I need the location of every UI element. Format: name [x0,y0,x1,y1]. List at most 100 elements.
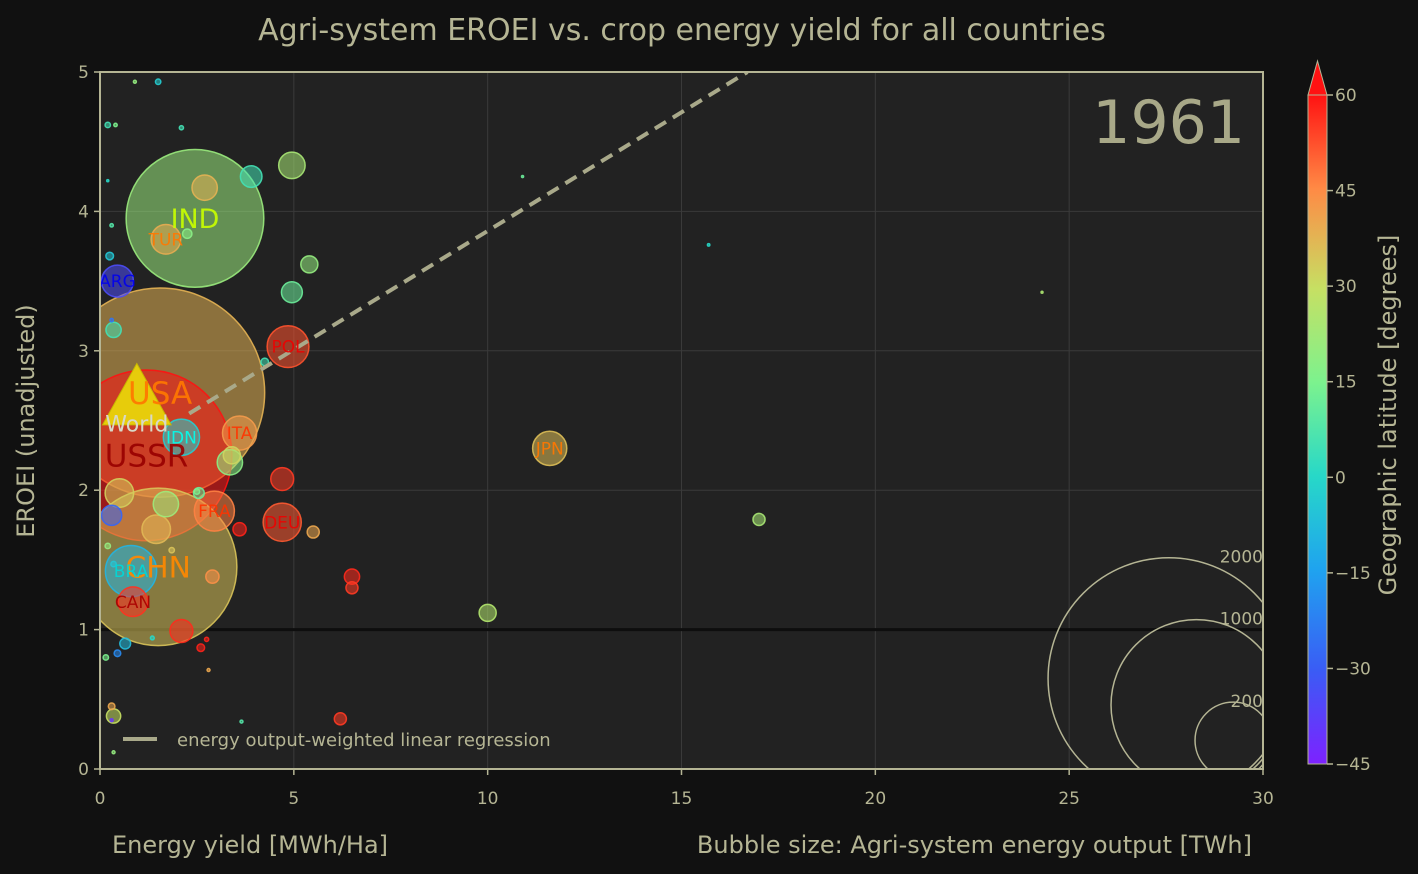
bubble-idn [162,418,201,457]
x-tick-label: 5 [288,789,299,809]
bubble [277,151,306,180]
y-tick-label: 4 [78,202,89,222]
bubble [109,717,114,723]
colorbar-tick-label: −30 [1335,659,1371,679]
bubble-ita [221,415,258,451]
bubble [205,569,220,584]
country-label-ita: ITA [227,424,253,444]
bubble [105,321,122,339]
bubbles [100,78,1044,755]
country-label-deu: DEU [264,513,300,533]
colorbar-ticks: 60 45 30 15 0 −15 −30 −45 [1327,86,1371,775]
colorbar-tick-label: −15 [1335,564,1371,584]
bubble-tur [150,223,182,255]
x-axis-label: Energy yield [MWh/Ha] [112,831,388,859]
colorbar-label: Geographic latitude [degrees] [1374,235,1402,596]
bubble [269,466,295,492]
bubble [169,618,194,644]
bubble-deu [262,502,303,543]
y-tick-label: 2 [78,481,89,501]
bubble-jpn [531,430,568,467]
y-tick-label: 5 [78,63,89,83]
x-tick-label: 0 [95,789,106,809]
bubble [154,78,162,86]
country-label-fra: FRA [198,502,231,522]
regression-line [188,72,749,416]
country-label-bra: BRA [114,562,149,582]
world-label: World [105,413,168,438]
bubble [119,637,132,650]
bubble [104,542,112,550]
legend-label: energy output-weighted linear regression [177,730,551,751]
bubble [232,521,247,537]
bubble [110,560,118,568]
chart-title: Agri-system EROEI vs. crop energy yield … [258,13,1106,48]
world-marker [101,362,172,426]
bubble [113,122,118,128]
bubble [105,251,115,261]
y-axis-label: EROEI (unadjusted) [12,304,40,537]
colorbar-tick-label: 0 [1335,468,1346,488]
bubble [168,546,176,554]
country-labels: USA USSR CHN IND BRA POL ARG TUR IDN ITA JPN FRA DEU… [99,204,564,613]
bubble [706,242,711,247]
bubble [191,174,219,202]
bubble-can [117,586,149,618]
size-legend-circle [1047,556,1263,769]
country-label-pol: POL [271,338,305,358]
colorbar-tick-label: −45 [1335,755,1371,775]
x-tick-label: 15 [671,789,693,809]
bubble [181,228,193,240]
bubble [100,504,123,527]
size-label: Bubble size: Agri-system energy output [… [697,831,1252,859]
size-legend-label: 2000 [1220,548,1263,568]
colorbar-tick-label: 15 [1335,373,1357,393]
bubble [149,635,155,641]
bubble [520,174,525,179]
country-label-arg: ARG [99,272,136,292]
bubble [306,525,321,539]
country-label-can: CAN [115,593,151,613]
x-tick-label: 20 [865,789,887,809]
year-label: 1961 [1092,88,1245,158]
country-label-ind: IND [171,204,220,235]
bubble [196,643,206,653]
x-tick-label: 10 [477,789,499,809]
bubble [111,750,116,755]
x-tick-label: 30 [1252,789,1274,809]
bubble [239,719,244,724]
bubble [102,654,110,661]
bubble [345,580,359,595]
size-legend-labels: 2000 1000 200 [1220,548,1263,712]
country-label-jpn: JPN [535,440,564,460]
bubble [109,222,115,228]
bubble-arg [100,264,135,298]
country-label-ussr: USSR [105,439,189,475]
y-axis-ticks: 0 1 2 3 4 5 [78,63,100,780]
bubble [280,281,304,304]
bubble [300,255,319,274]
colorbar-extend-arrow [1307,59,1328,96]
colorbar-tick-label: 30 [1335,277,1357,297]
bubble [132,79,138,84]
colorbar-tick-label: 45 [1335,182,1357,202]
colorbar-tick-label: 60 [1335,86,1357,106]
country-label-chn: CHN [125,551,190,586]
y-tick-label: 1 [78,621,89,641]
bubble [203,636,210,643]
bubble [1040,290,1044,295]
size-legend-label: 200 [1231,692,1263,712]
bubble [222,446,242,465]
y-tick-label: 0 [78,760,89,780]
bubble [109,317,115,323]
bubble [104,121,112,129]
bubble [478,603,497,623]
country-label-tur: TUR [148,230,184,250]
bubble [178,124,185,131]
size-legend-circle [1194,701,1263,769]
bubble [113,649,122,658]
x-tick-label: 25 [1058,789,1080,809]
colorbar [1307,94,1328,765]
bubble [105,178,110,183]
